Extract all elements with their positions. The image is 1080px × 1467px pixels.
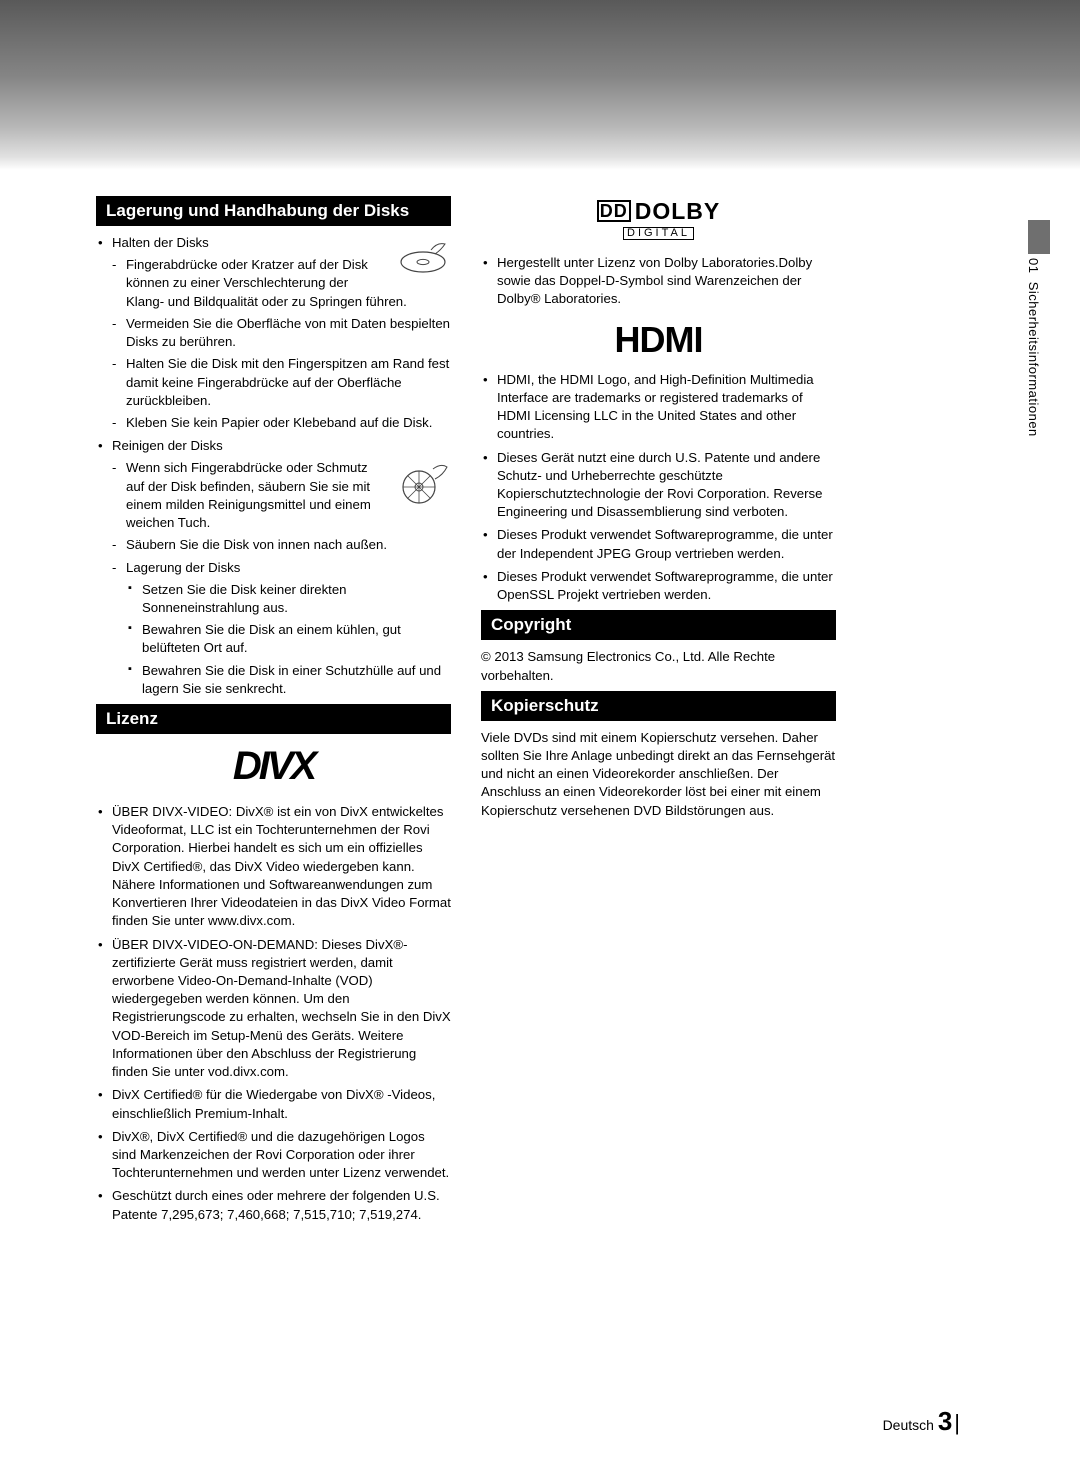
bullet-item: Geschützt durch eines oder mehrere der f… — [96, 1187, 451, 1223]
bullet-item: Dieses Produkt verwendet Softwareprogram… — [481, 526, 836, 562]
dash-item: Säubern Sie die Disk von innen nach auße… — [112, 536, 451, 554]
section-heading-kopierschutz: Kopierschutz — [481, 691, 836, 721]
square-item: Bewahren Sie die Disk in einer Schutzhül… — [126, 662, 451, 698]
dolby-logo: DDDOLBY — [481, 200, 836, 224]
dash-item: Wenn sich Fingerabdrücke oder Schmutz au… — [112, 459, 451, 532]
dolby-logo-row: DDDOLBY DIGITAL — [481, 200, 836, 240]
dash-item: Fingerabdrücke oder Kratzer auf der Disk… — [112, 256, 451, 311]
storage-conditions-list: Setzen Sie die Disk keiner direkten Sonn… — [126, 581, 451, 698]
chapter-number: 01 — [1026, 258, 1041, 273]
dolby-list: Hergestellt unter Lizenz von Dolby Labor… — [481, 254, 836, 309]
dolby-word: DOLBY — [635, 198, 721, 224]
bullet-item: Hergestellt unter Lizenz von Dolby Labor… — [481, 254, 836, 309]
chapter-label: Sicherheitsinformationen — [1026, 282, 1041, 437]
divx-logo: DIVX — [233, 744, 314, 789]
dash-item: Halten Sie die Disk mit den Fingerspitze… — [112, 355, 451, 410]
side-tab-bar — [1028, 220, 1050, 254]
cleaning-sublist: Wenn sich Fingerabdrücke oder Schmutz au… — [112, 459, 451, 698]
bullet-item: ÜBER DIVX-VIDEO: DivX® ist ein von DivX … — [96, 803, 451, 931]
hdmi-list: HDMI, the HDMI Logo, and High-Definition… — [481, 371, 836, 605]
kopierschutz-text: Viele DVDs sind mit einem Kopierschutz v… — [481, 729, 836, 820]
dash-item: Lagerung der Disks Setzen Sie die Disk k… — [112, 559, 451, 699]
footer-page-number: 3 — [938, 1406, 952, 1436]
hdmi-logo: HDMI — [481, 319, 836, 361]
top-gradient-band — [0, 0, 1080, 170]
bullet-item: ÜBER DIVX-VIDEO-ON-DEMAND: Dieses DivX®-… — [96, 936, 451, 1082]
bullet-item: DivX®, DivX Certified® und die dazugehör… — [96, 1128, 451, 1183]
bullet-item: DivX Certified® für die Wiedergabe von D… — [96, 1086, 451, 1122]
footer-language: Deutsch — [883, 1417, 934, 1433]
divx-logo-row: DIVX — [96, 744, 451, 789]
square-item: Bewahren Sie die Disk an einem kühlen, g… — [126, 621, 451, 657]
divx-list: ÜBER DIVX-VIDEO: DivX® ist ein von DivX … — [96, 803, 451, 1224]
bullet-item: HDMI, the HDMI Logo, and High-Definition… — [481, 371, 836, 444]
square-item: Setzen Sie die Disk keiner direkten Sonn… — [126, 581, 451, 617]
dolby-d-icon: DD — [597, 200, 631, 222]
bullet-cleaning: Reinigen der Disks Wenn sich Fingerabdrü… — [96, 437, 451, 698]
dash-item: Vermeiden Sie die Oberfläche von mit Dat… — [112, 315, 451, 351]
bullet-item: Dieses Produkt verwendet Softwareprogram… — [481, 568, 836, 604]
bullet-item: Dieses Gerät nutzt eine durch U.S. Paten… — [481, 449, 836, 522]
right-column: DDDOLBY DIGITAL Hergestellt unter Lizenz… — [481, 190, 836, 1229]
page-footer: Deutsch 3| — [883, 1406, 960, 1437]
dash-text: Lagerung der Disks — [126, 560, 240, 575]
side-chapter-tab: 01 Sicherheitsinformationen — [1026, 220, 1052, 437]
bullet-text: Halten der Disks — [112, 235, 209, 250]
dolby-digital-label: DIGITAL — [623, 227, 694, 240]
page-content: Lagerung und Handhabung der Disks Halten… — [96, 190, 836, 1229]
section-heading-copyright: Copyright — [481, 610, 836, 640]
left-column: Lagerung und Handhabung der Disks Halten… — [96, 190, 451, 1229]
storage-list: Halten der Disks Fingerabdrücke oder Kra… — [96, 234, 451, 698]
disc-clean-icon — [395, 459, 451, 507]
side-tab-text: 01 Sicherheitsinformationen — [1026, 254, 1041, 437]
bullet-holding: Halten der Disks Fingerabdrücke oder Kra… — [96, 234, 451, 432]
dash-text: Wenn sich Fingerabdrücke oder Schmutz au… — [126, 460, 371, 530]
footer-page-bar: | — [954, 1410, 960, 1435]
section-heading-license: Lizenz — [96, 704, 451, 734]
bullet-text: Reinigen der Disks — [112, 438, 223, 453]
section-heading-storage: Lagerung und Handhabung der Disks — [96, 196, 451, 226]
holding-sublist: Fingerabdrücke oder Kratzer auf der Disk… — [112, 256, 451, 432]
dash-item: Kleben Sie kein Papier oder Klebeband au… — [112, 414, 451, 432]
copyright-text: © 2013 Samsung Electronics Co., Ltd. All… — [481, 648, 836, 684]
